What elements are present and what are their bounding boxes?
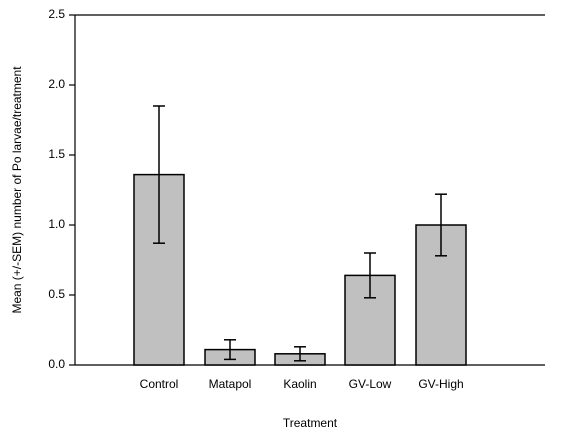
- y-tick-label: 1.5: [48, 147, 65, 161]
- y-tick-label: 0.5: [48, 287, 65, 301]
- x-axis-label: Treatment: [283, 416, 338, 430]
- x-tick-label: Matapol: [209, 377, 252, 391]
- y-tick-label: 0.0: [48, 357, 65, 371]
- y-tick-label: 2.5: [48, 7, 65, 21]
- x-tick-label: GV-High: [418, 377, 463, 391]
- y-axis-label: Mean (+/-SEM) number of Po larvae/treatm…: [10, 66, 24, 314]
- x-tick-label: Kaolin: [283, 377, 316, 391]
- x-tick-label: Control: [140, 377, 179, 391]
- y-tick-label: 1.0: [48, 217, 65, 231]
- y-tick-label: 2.0: [48, 77, 65, 91]
- x-tick-label: GV-Low: [349, 377, 392, 391]
